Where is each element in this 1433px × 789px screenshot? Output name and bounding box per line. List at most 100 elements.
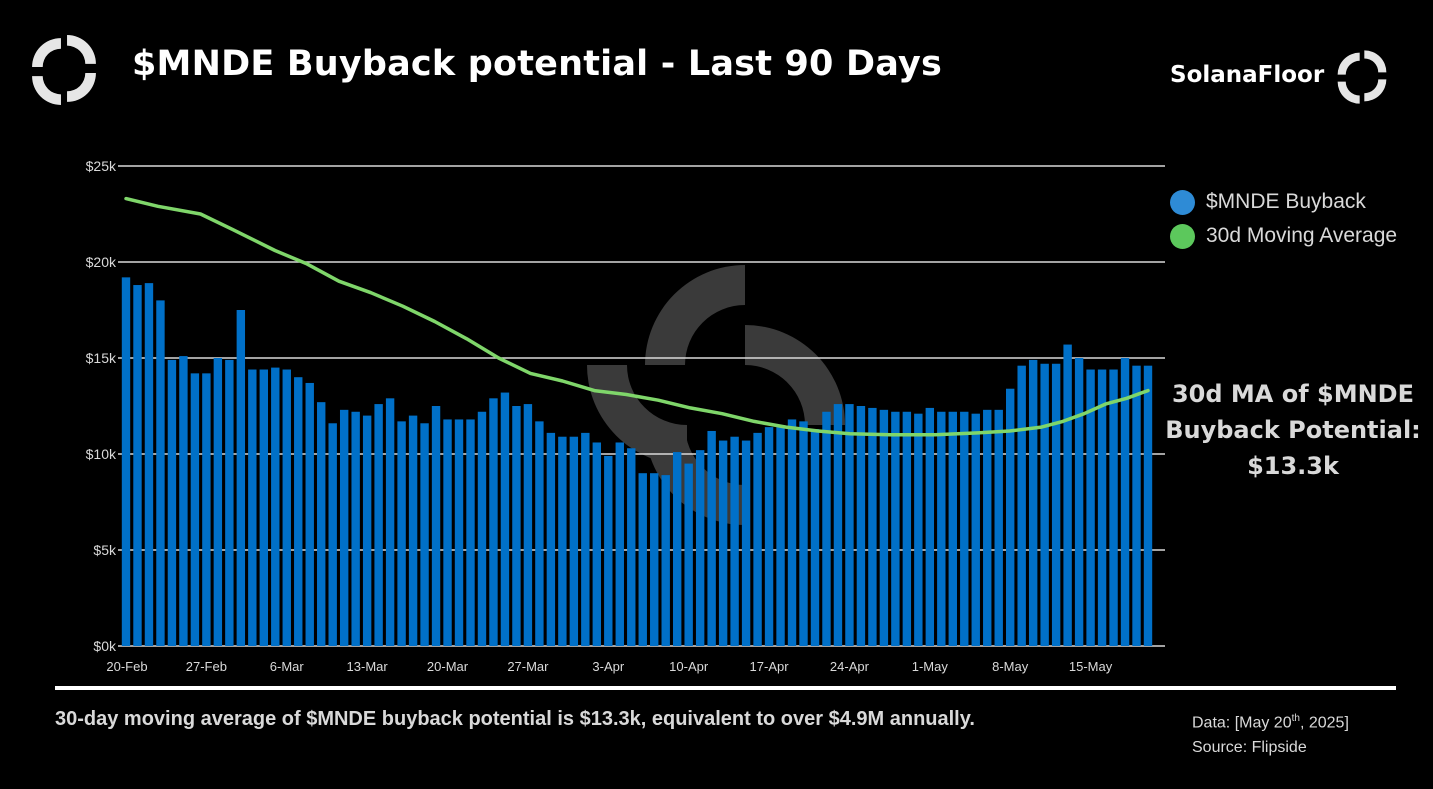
- bar: [1109, 369, 1118, 646]
- x-tick-label: 15-May: [1069, 659, 1113, 674]
- bar: [431, 406, 441, 646]
- annotation-line: Buyback Potential:: [1165, 416, 1421, 444]
- y-tick-label: $0k: [93, 638, 117, 654]
- bar: [1132, 365, 1141, 646]
- bar: [121, 277, 131, 646]
- bar: [730, 436, 739, 646]
- bar: [925, 407, 935, 646]
- y-tick-label: $10k: [86, 446, 117, 462]
- bar: [1040, 363, 1049, 646]
- bar: [902, 411, 912, 646]
- data-date: Data: [May 20th, 2025]: [1192, 713, 1349, 732]
- bar: [466, 419, 475, 646]
- bar: [650, 473, 659, 646]
- footer-divider: [55, 686, 1396, 690]
- bar: [179, 356, 188, 646]
- bar: [133, 285, 142, 646]
- bar: [627, 448, 636, 646]
- solanafloor-logo-icon: [32, 35, 96, 105]
- bar: [385, 398, 395, 646]
- bar: [810, 429, 820, 646]
- bar: [569, 436, 579, 646]
- moving-average-line: [124, 196, 1150, 437]
- y-tick-label: $15k: [86, 350, 117, 366]
- bar-series: [121, 277, 1153, 646]
- bar: [294, 377, 303, 646]
- x-tick-label: 27-Feb: [186, 659, 227, 674]
- bar: [1120, 358, 1130, 646]
- x-tick-label: 1-May: [912, 659, 949, 674]
- bar: [684, 463, 693, 646]
- bar: [776, 427, 785, 646]
- x-tick-label: 3-Apr: [592, 659, 624, 674]
- bar: [443, 419, 452, 646]
- bar: [960, 411, 969, 646]
- data-source: Source: Flipside: [1192, 739, 1307, 757]
- bar: [156, 300, 165, 646]
- x-tick-label: 27-Mar: [507, 659, 549, 674]
- x-tick-label: 10-Apr: [669, 659, 709, 674]
- bar: [190, 373, 200, 646]
- y-tick-label: $25k: [86, 158, 117, 174]
- bar: [845, 404, 854, 646]
- bar: [351, 411, 360, 646]
- bar: [512, 406, 521, 646]
- bar: [454, 419, 464, 646]
- bar: [891, 411, 900, 646]
- x-tick-label: 17-Apr: [750, 659, 790, 674]
- bar: [271, 367, 280, 646]
- bar: [259, 369, 268, 646]
- annotation-value: $13.3k: [1247, 452, 1339, 480]
- bar: [374, 404, 383, 646]
- bar: [914, 413, 923, 646]
- bar: [236, 310, 246, 646]
- bar: [1143, 365, 1153, 646]
- bar: [477, 411, 487, 646]
- bar: [868, 407, 877, 646]
- solanafloor-brand-icon: [1337, 50, 1387, 104]
- bar: [500, 392, 510, 646]
- bar: [937, 411, 946, 646]
- bar: [317, 402, 326, 646]
- bar: [1097, 369, 1107, 646]
- x-tick-label: 20-Feb: [106, 659, 147, 674]
- chart-legend: $MNDE Buyback 30d Moving Average: [1170, 185, 1397, 253]
- ma-annotation: 30d MA of $MNDE Buyback Potential: $13.3…: [1150, 376, 1433, 484]
- bar: [718, 440, 728, 646]
- bar: [305, 382, 314, 646]
- bar: [225, 359, 234, 646]
- bar: [695, 450, 705, 646]
- bar: [167, 359, 177, 646]
- legend-item-buyback: $MNDE Buyback: [1170, 185, 1397, 219]
- bar: [753, 432, 762, 646]
- legend-dot-blue-icon: [1170, 189, 1195, 215]
- bar: [1063, 344, 1072, 646]
- bar: [1017, 365, 1026, 646]
- page-title: $MNDE Buyback potential - Last 90 Days: [132, 44, 943, 84]
- bar: [362, 415, 372, 646]
- bar: [397, 421, 406, 646]
- x-tick-label: 24-Apr: [830, 659, 870, 674]
- bar: [833, 404, 843, 646]
- bar: [592, 442, 602, 646]
- bar: [328, 423, 337, 646]
- legend-label: $MNDE Buyback: [1206, 190, 1366, 213]
- bar: [799, 421, 808, 646]
- bar: [971, 413, 980, 646]
- bar: [1086, 369, 1095, 646]
- brand-name: SolanaFloor: [1170, 62, 1325, 88]
- bar: [420, 423, 429, 646]
- bar: [879, 409, 889, 646]
- bar: [822, 411, 831, 646]
- legend-dot-green-icon: [1170, 223, 1195, 249]
- bar: [1028, 359, 1038, 646]
- x-tick-label: 6-Mar: [270, 659, 305, 674]
- bar: [581, 432, 590, 646]
- y-tick-label: $5k: [93, 542, 117, 558]
- bar: [282, 369, 291, 646]
- bar: [948, 411, 957, 646]
- bar: [144, 283, 154, 646]
- bar: [213, 358, 223, 646]
- footer-summary: 30-day moving average of $MNDE buyback p…: [55, 708, 975, 730]
